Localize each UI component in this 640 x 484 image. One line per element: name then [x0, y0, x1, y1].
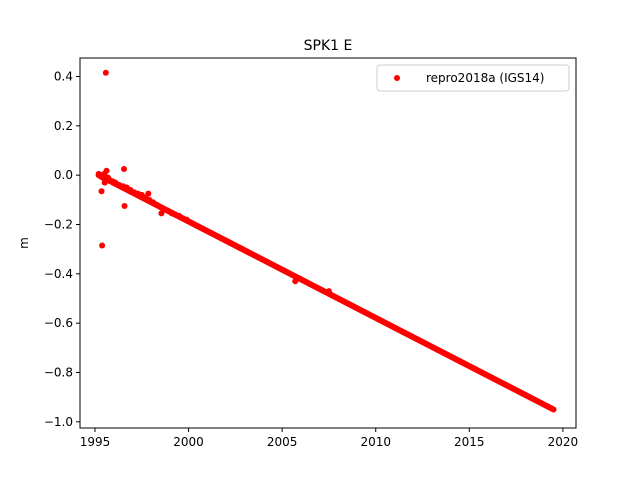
chart-title: SPK1 E [304, 38, 353, 54]
legend-marker [394, 75, 400, 81]
y-tick-label: −0.2 [44, 218, 73, 232]
data-point [325, 288, 332, 295]
y-axis-ticks: 0.4 0.2 0.0 −0.2 −0.4 −0.6 −0.8 −1.0 [44, 70, 80, 429]
data-point [183, 216, 190, 223]
data-point [99, 242, 106, 249]
data-point [158, 210, 165, 217]
data-point [120, 166, 127, 172]
data-point [102, 69, 109, 76]
legend-box [376, 64, 570, 92]
y-tick-label: −0.8 [44, 366, 73, 380]
y-tick-label: 0.4 [54, 70, 73, 84]
x-tick-label: 2010 [360, 435, 391, 449]
x-tick-label: 2005 [267, 435, 298, 449]
plot-frame [79, 57, 577, 429]
data-point [121, 203, 128, 209]
y-tick-label: −1.0 [44, 415, 73, 429]
y-axis-label: m [17, 237, 31, 249]
x-axis-ticks: 1995 2000 2005 2010 2015 2020 [80, 428, 578, 449]
x-tick-label: 1995 [80, 435, 111, 449]
data-points-layer [95, 69, 557, 413]
data-point [145, 190, 152, 197]
data-point [101, 179, 108, 186]
y-tick-label: 0.0 [54, 168, 73, 182]
x-tick-label: 2020 [548, 435, 579, 449]
x-tick-label: 2015 [454, 435, 485, 449]
data-point [98, 188, 105, 195]
y-tick-label: −0.4 [44, 267, 73, 281]
data-point [103, 167, 110, 174]
x-tick-label: 2000 [173, 435, 204, 449]
legend-label: repro2018a (IGS14) [426, 71, 544, 85]
y-tick-label: 0.2 [54, 119, 73, 133]
data-point [292, 278, 299, 285]
y-tick-label: −0.6 [44, 316, 73, 330]
legend: repro2018a (IGS14) [376, 64, 570, 92]
